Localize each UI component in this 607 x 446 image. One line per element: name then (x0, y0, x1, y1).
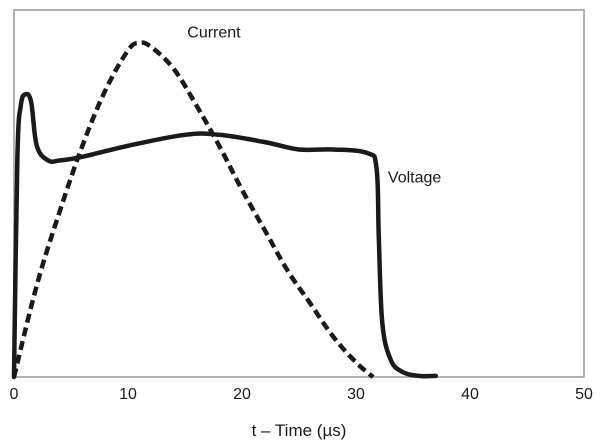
x-tick-label: 40 (461, 386, 479, 403)
series-annotation-current: Current (187, 25, 241, 42)
series-annotations: Current Voltage (187, 25, 441, 187)
series-voltage-line (11, 91, 439, 380)
x-tick-label: 10 (119, 386, 137, 403)
series-current-line (11, 40, 375, 379)
series-annotation-voltage: Voltage (388, 169, 441, 186)
x-tick-label: 30 (347, 386, 365, 403)
x-tick-label: 0 (10, 386, 19, 403)
plot-frame (13, 9, 585, 378)
x-tick-label: 20 (233, 386, 251, 403)
x-tick-label: 50 (575, 386, 593, 403)
series-layer (11, 40, 439, 380)
x-axis-title: t – Time (µs) (252, 421, 347, 440)
x-axis-ticks: 0 10 20 30 40 50 (10, 386, 593, 403)
